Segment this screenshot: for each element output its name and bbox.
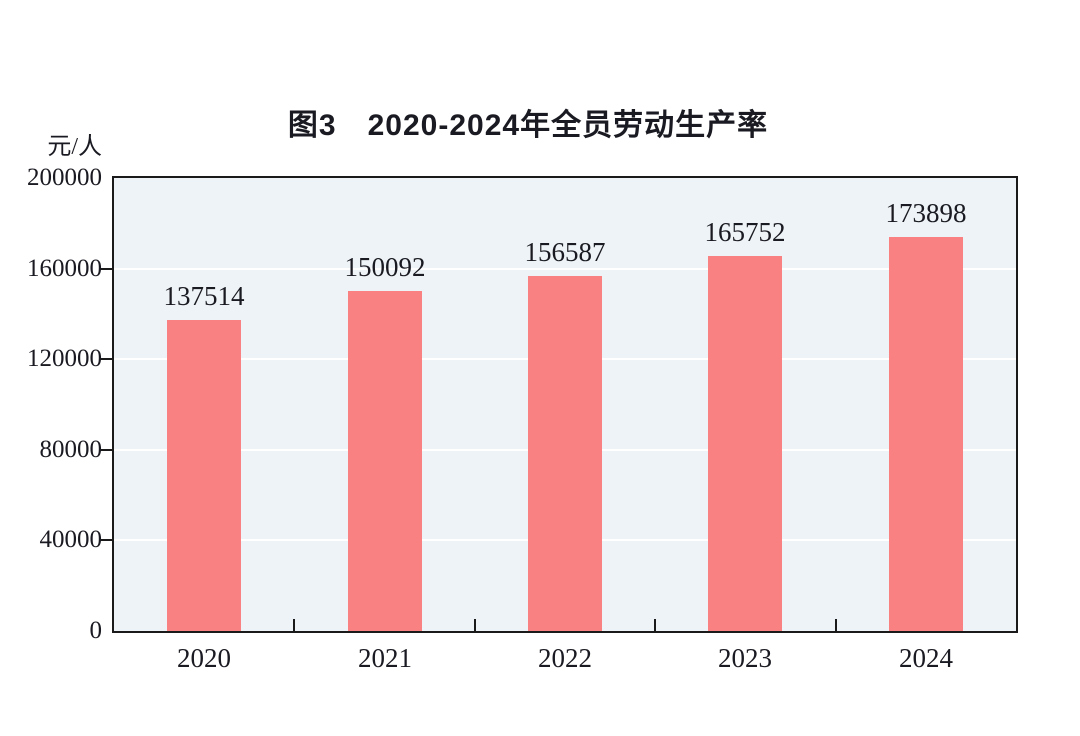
y-axis-tick-label: 160000 — [27, 255, 102, 282]
bar-value-label-2024: 173898 — [885, 198, 967, 228]
y-axis-tick-mark — [100, 358, 112, 360]
x-axis-label-2022: 2022 — [538, 643, 592, 673]
bar-value-label-2020: 137514 — [163, 281, 245, 311]
x-axis-tick-mark — [654, 619, 656, 631]
bar-2024 — [889, 237, 963, 631]
bar-2022 — [528, 276, 602, 631]
y-axis-tick-mark — [100, 449, 112, 451]
x-axis-label-2021: 2021 — [358, 643, 412, 673]
y-axis-tick-label: 40000 — [39, 526, 103, 553]
x-axis-tick-mark — [474, 619, 476, 631]
gridline-160000 — [114, 268, 1016, 270]
bar-value-label-2023: 165752 — [704, 217, 786, 247]
bar-2020 — [167, 320, 241, 631]
y-axis-tick-label: 0 — [89, 617, 103, 644]
x-axis-label-2024: 2024 — [899, 643, 953, 673]
y-axis-tick-label: 200000 — [27, 164, 102, 191]
x-axis-tick-mark — [293, 619, 295, 631]
y-axis-tick-mark — [100, 268, 112, 270]
bar-2023 — [708, 256, 782, 631]
chart-title: 图3 2020-2024年全员劳动生产率 — [287, 109, 769, 142]
bar-value-label-2022: 156587 — [524, 237, 606, 267]
y-axis-tick-label: 120000 — [27, 345, 102, 372]
x-axis-label-2020: 2020 — [177, 643, 231, 673]
x-axis-label-2023: 2023 — [718, 643, 772, 673]
plot-area: 137514 150092 156587 165752 173898 — [112, 176, 1018, 633]
bar-2021 — [348, 291, 422, 631]
y-axis-tick-label: 80000 — [39, 436, 103, 463]
y-axis-tick-mark — [100, 539, 112, 541]
bar-value-label-2021: 150092 — [344, 252, 426, 282]
x-axis-tick-mark — [835, 619, 837, 631]
y-axis-unit-label: 元/人 — [47, 134, 102, 160]
